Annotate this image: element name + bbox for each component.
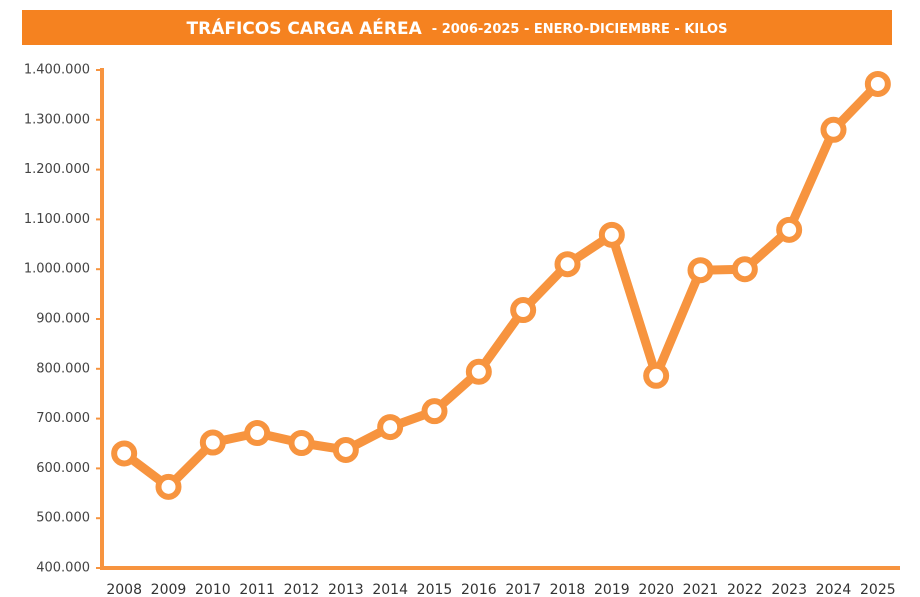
title-banner — [22, 10, 892, 45]
data-point — [244, 420, 271, 447]
x-tick-label: 2009 — [151, 582, 187, 597]
x-tick-label: 2017 — [505, 582, 541, 597]
data-point — [598, 221, 625, 248]
x-tick-label: 2016 — [461, 582, 497, 597]
x-tick-label: 2022 — [727, 582, 763, 597]
y-tick-label: 400.000 — [36, 561, 90, 576]
x-tick-label: 2012 — [284, 582, 320, 597]
y-tick-label: 1.000.000 — [24, 262, 90, 277]
data-line — [121, 80, 882, 492]
y-tick-label: 800.000 — [36, 361, 90, 376]
x-tick-label: 2019 — [594, 582, 630, 597]
data-point — [377, 414, 404, 441]
data-point — [643, 362, 670, 389]
data-point — [155, 473, 182, 500]
data-point — [554, 251, 581, 278]
data-point — [776, 216, 803, 243]
x-tick-label: 2025 — [860, 582, 896, 597]
data-point — [820, 116, 847, 143]
chart-subtitle: - 2006-2025 - ENERO-DICIEMBRE - KILOS — [432, 22, 728, 37]
x-tick-label: 2008 — [106, 582, 142, 597]
x-tick-label: 2021 — [683, 582, 719, 597]
x-tick-label: 2010 — [195, 582, 231, 597]
data-point — [332, 436, 359, 463]
title-text: TRÁFICOS CARGA AÉREA - 2006-2025 - ENERO-… — [187, 17, 728, 39]
y-tick-label: 500.000 — [36, 511, 90, 526]
data-point — [421, 398, 448, 425]
y-tick-label: 900.000 — [36, 312, 90, 327]
x-tick-label: 2020 — [638, 582, 674, 597]
x-tick-label: 2024 — [816, 582, 852, 597]
x-tick-label: 2018 — [550, 582, 586, 597]
data-point — [731, 256, 758, 283]
y-tick-label: 700.000 — [36, 411, 90, 426]
data-point — [199, 429, 226, 456]
x-tick-label: 2015 — [417, 582, 453, 597]
y-tick-label: 1.300.000 — [24, 112, 90, 127]
y-tick-label: 1.100.000 — [24, 212, 90, 227]
x-tick-label: 2011 — [239, 582, 275, 597]
x-tick-label: 2023 — [771, 582, 807, 597]
data-point — [864, 70, 891, 97]
y-tick-label: 1.200.000 — [24, 162, 90, 177]
data-point — [288, 430, 315, 457]
y-tick-label: 1.400.000 — [24, 63, 90, 78]
data-point — [465, 358, 492, 385]
x-tick-label: 2013 — [328, 582, 364, 597]
x-tick-label: 2014 — [372, 582, 408, 597]
data-point — [687, 257, 714, 284]
data-point — [111, 440, 138, 467]
data-point — [510, 297, 537, 324]
y-tick-label: 600.000 — [36, 461, 90, 476]
chart-title: TRÁFICOS CARGA AÉREA — [187, 17, 423, 39]
